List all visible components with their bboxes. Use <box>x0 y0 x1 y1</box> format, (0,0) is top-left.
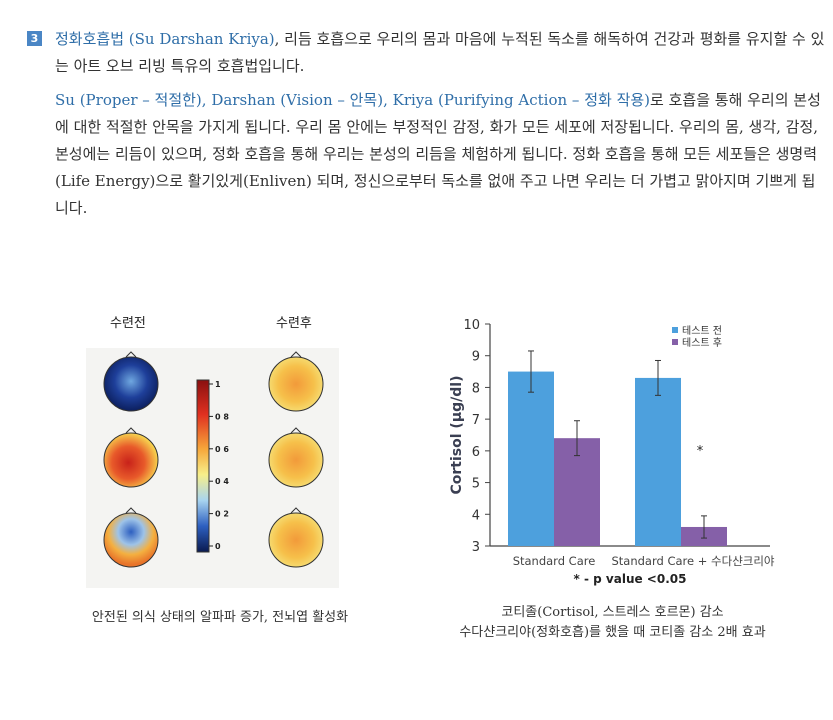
chart-caption: 코티졸(Cortisol, 스트레스 호르몬) 감소 수다샨크리야(정화호흡)를… <box>440 603 785 643</box>
brain-map-figure: 수련전 수련후 <box>80 308 360 588</box>
section-title: 정화호흡법 (Su Darshan Kriya) <box>55 30 275 48</box>
bar <box>554 438 600 546</box>
legend-label: 테스트 전 <box>682 325 722 337</box>
x-tick-label: Standard Care + 수다샨크리야 <box>611 554 774 568</box>
scale-tick-label: 1 <box>215 380 221 389</box>
before-head-3 <box>103 507 159 568</box>
y-tick-label: 7 <box>472 413 480 428</box>
y-tick-label: 10 <box>463 318 480 333</box>
cortisol-chart: 3 4 5 6 7 8 9 10 Cortisol (μg/dl) Standard Care St… <box>449 318 775 586</box>
scale-tick-label: 0 6 <box>215 445 229 454</box>
y-tick-label: 8 <box>472 381 480 396</box>
scale-tick-label: 0 8 <box>215 412 229 421</box>
brain-map-image: 1 0 8 0 6 0 4 0 2 0 <box>103 351 324 568</box>
y-tick-label: 9 <box>472 350 480 365</box>
chart-caption-line1: 코티졸(Cortisol, 스트레스 호르몬) 감소 <box>501 605 724 620</box>
scale-tick-label: 0 2 <box>215 510 229 519</box>
after-head-1 <box>268 351 324 412</box>
brain-map-panel: 1 0 8 0 6 0 4 0 2 0 <box>86 348 339 588</box>
after-label: 수련후 <box>276 316 312 331</box>
definition-paragraph: Su (Proper – 적절한), Darshan (Vision – 안목)… <box>55 87 825 222</box>
before-head-2 <box>103 427 159 488</box>
y-tick-label: 4 <box>472 508 480 523</box>
y-tick-label: 6 <box>472 445 480 460</box>
significance-marker: * <box>697 444 704 459</box>
intro-text: , 리듬 호흡으로 우리의 몸과 마음에 누적된 독소를 해독하여 건강과 평화… <box>55 30 825 75</box>
scale-tick-label: 0 <box>215 542 221 551</box>
y-axis-label: Cortisol (μg/dl) <box>449 376 465 495</box>
before-label: 수련전 <box>110 316 146 331</box>
y-tick-label: 5 <box>472 477 480 492</box>
legend-swatch <box>672 339 678 345</box>
y-tick-label: 3 <box>472 540 480 555</box>
after-head-3 <box>268 507 324 568</box>
chart-caption-line2: 수다샨크리야(정화호흡)를 했을 때 코티졸 감소 2배 효과 <box>459 625 766 640</box>
section-number-badge: 3 <box>27 31 42 46</box>
definition-text: 로 호흡을 통해 우리의 본성에 대한 적절한 안목을 가지게 됩니다. 우리 … <box>55 91 821 217</box>
bar <box>635 377 681 546</box>
legend-label: 테스트 후 <box>682 337 722 349</box>
brain-figure-caption: 안전된 의식 상태의 알파파 증가, 전뇌엽 활성화 <box>91 610 349 625</box>
x-tick-label: Standard Care <box>513 554 596 568</box>
after-head-2 <box>268 427 324 488</box>
definition-terms: Su (Proper – 적절한), Darshan (Vision – 안목)… <box>55 91 651 109</box>
bar <box>508 371 554 546</box>
before-head-1 <box>103 351 159 412</box>
chart-footnote: * - p value <0.05 <box>574 572 687 586</box>
scale-tick-label: 0 4 <box>215 477 229 486</box>
legend-swatch <box>672 327 678 333</box>
intro-paragraph: 정화호흡법 (Su Darshan Kriya), 리듬 호흡으로 우리의 몸과… <box>55 26 825 80</box>
color-scale-bar <box>196 379 210 553</box>
